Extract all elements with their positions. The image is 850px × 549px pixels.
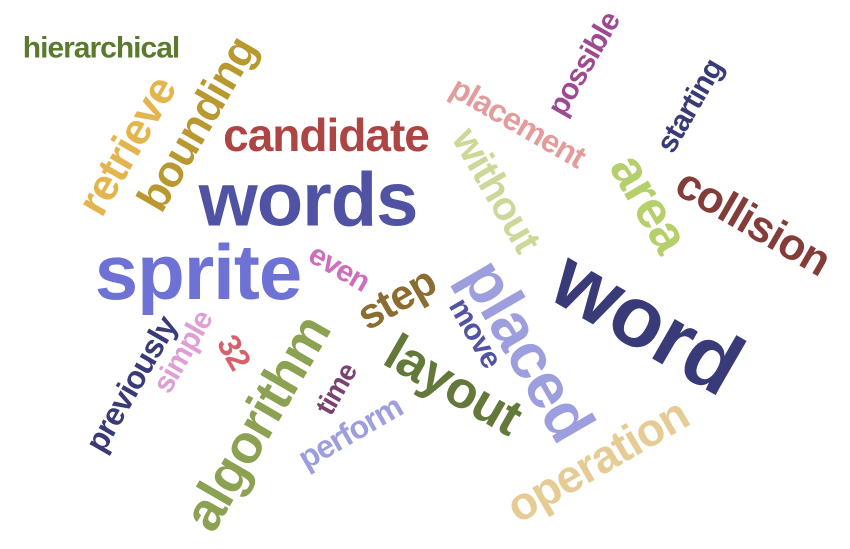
word-32: 32: [210, 328, 258, 375]
word-candidate: candidate: [223, 109, 429, 161]
word-hierarchical: hierarchical: [23, 32, 179, 65]
word-starting: starting: [650, 54, 730, 159]
word-perform: perform: [292, 388, 409, 476]
word-possible: possible: [541, 6, 627, 121]
word-words: words: [198, 158, 418, 243]
word-sprite: sprite: [95, 228, 301, 316]
